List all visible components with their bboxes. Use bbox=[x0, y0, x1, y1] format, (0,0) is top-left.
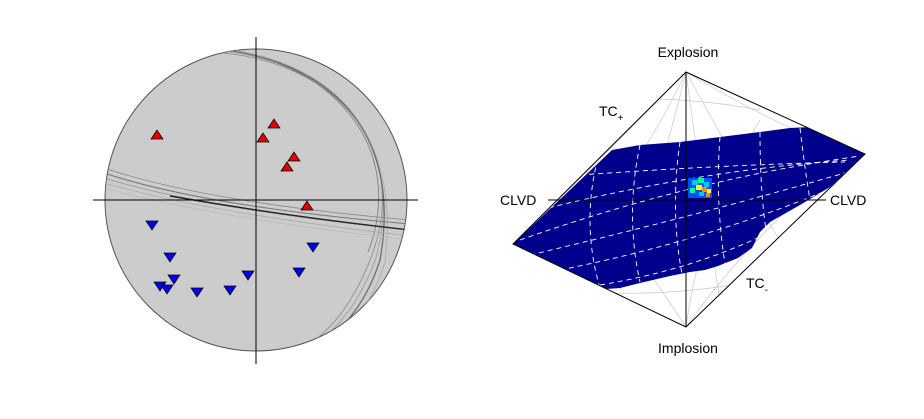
tc-minus-sub: - bbox=[765, 285, 768, 296]
tc-plus-sub: + bbox=[618, 113, 624, 124]
probability-region bbox=[513, 127, 865, 289]
tc-plus-main: TC bbox=[599, 103, 618, 119]
implosion-label: Implosion bbox=[658, 340, 718, 356]
tc-minus-label: TC- bbox=[746, 275, 768, 296]
source-type-plot: Explosion Implosion CLVD CLVD TC+ TC- bbox=[500, 44, 866, 356]
probability-peak bbox=[688, 178, 712, 198]
explosion-label: Explosion bbox=[658, 44, 719, 60]
tc-plus-label: TC+ bbox=[599, 103, 624, 124]
beachball-plot bbox=[93, 37, 418, 364]
tc-minus-main: TC bbox=[746, 275, 765, 291]
clvd-left-label: CLVD bbox=[500, 192, 536, 208]
probability-region-fill bbox=[513, 127, 865, 289]
clvd-right-label: CLVD bbox=[830, 192, 866, 208]
